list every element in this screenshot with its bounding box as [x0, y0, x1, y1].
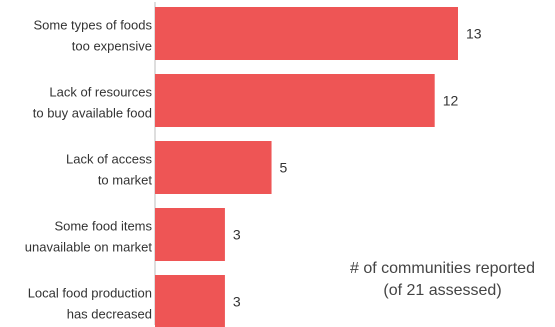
category-label-3: Some food items unavailable on market [25, 219, 153, 255]
category-label-0-line-0: Some types of foods [33, 18, 152, 33]
category-label-4-line-0: Local food production [28, 286, 152, 301]
annotation-line-1: # of communities reported [350, 260, 535, 277]
category-label-3-line-0: Some food items [54, 219, 152, 234]
bar-0 [155, 7, 458, 60]
value-label-4: 3 [233, 294, 241, 310]
category-label-4-line-1: has decreased [67, 307, 152, 322]
value-label-1: 12 [443, 93, 459, 109]
category-label-1: Lack of resources to buy available food [33, 85, 153, 121]
category-labels-group: Some types of foods too expensive Lack of … [25, 18, 153, 322]
category-label-3-line-1: unavailable on market [25, 240, 153, 255]
bar-3 [155, 208, 225, 261]
annotation-line-2: (of 21 assessed) [383, 282, 502, 299]
bars-group [155, 7, 458, 327]
category-label-4: Local food production has decreased [28, 286, 152, 322]
bar-1 [155, 74, 435, 127]
value-label-0: 13 [466, 26, 482, 42]
category-label-2-line-0: Lack of access [66, 152, 152, 167]
chart-annotation: # of communities reported (of 21 assesse… [330, 258, 555, 302]
category-label-2-line-1: to market [98, 173, 153, 188]
category-label-1-line-1: to buy available food [33, 106, 152, 121]
category-label-2: Lack of access to market [66, 152, 152, 188]
bar-2 [155, 141, 272, 194]
value-label-2: 5 [280, 160, 288, 176]
category-label-0: Some types of foods too expensive [33, 18, 152, 54]
value-labels-group: 13 12 5 3 3 [233, 26, 482, 310]
category-label-1-line-0: Lack of resources [49, 85, 152, 100]
value-label-3: 3 [233, 227, 241, 243]
category-label-0-line-1: too expensive [72, 39, 152, 54]
bar-4 [155, 275, 225, 327]
